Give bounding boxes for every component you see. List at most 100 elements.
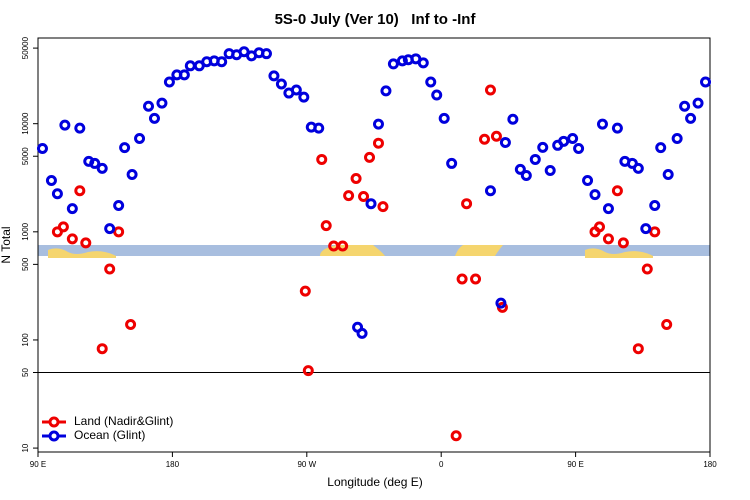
point bbox=[104, 223, 116, 235]
point bbox=[380, 85, 392, 97]
point bbox=[484, 84, 496, 96]
point bbox=[544, 165, 556, 177]
point bbox=[74, 122, 86, 134]
point bbox=[692, 97, 704, 109]
point bbox=[358, 191, 370, 203]
point bbox=[119, 142, 131, 154]
point bbox=[96, 343, 108, 355]
y-tick-label: 100 bbox=[21, 333, 30, 347]
point bbox=[671, 132, 683, 144]
point bbox=[104, 263, 116, 275]
point bbox=[537, 141, 549, 153]
point bbox=[57, 221, 69, 233]
point bbox=[163, 76, 175, 88]
point bbox=[302, 365, 314, 377]
point bbox=[520, 169, 532, 181]
point bbox=[59, 119, 71, 131]
chart-title: 5S-0 July (Ver 10) Inf to -Inf bbox=[275, 11, 477, 28]
point bbox=[80, 237, 92, 249]
point bbox=[356, 327, 368, 339]
point bbox=[490, 130, 502, 142]
point bbox=[260, 48, 272, 60]
land-shape bbox=[585, 248, 653, 258]
x-tick-label: 180 bbox=[166, 460, 180, 469]
point bbox=[649, 200, 661, 212]
y-tick-label: 10 bbox=[21, 443, 30, 452]
point bbox=[507, 113, 519, 125]
point bbox=[617, 237, 629, 249]
point bbox=[685, 112, 697, 124]
point bbox=[640, 223, 652, 235]
point bbox=[558, 135, 570, 147]
legend-label: Land (Nadir&Glint) bbox=[74, 414, 173, 428]
point bbox=[113, 200, 125, 212]
point bbox=[125, 318, 137, 330]
y-tick-label: 1000 bbox=[21, 222, 30, 240]
point bbox=[364, 151, 376, 163]
point bbox=[299, 285, 311, 297]
point bbox=[567, 132, 579, 144]
land-shape bbox=[455, 245, 503, 256]
point bbox=[499, 136, 511, 148]
point bbox=[593, 221, 605, 233]
point bbox=[582, 175, 594, 187]
point bbox=[611, 122, 623, 134]
point bbox=[573, 142, 585, 154]
point bbox=[377, 201, 389, 213]
point bbox=[495, 297, 507, 309]
point bbox=[431, 89, 443, 101]
point bbox=[470, 273, 482, 285]
x-tick-label: 0 bbox=[439, 460, 444, 469]
plot-frame bbox=[37, 37, 711, 453]
point bbox=[268, 70, 280, 82]
legend-label: Ocean (Glint) bbox=[74, 428, 145, 442]
point bbox=[679, 100, 691, 112]
point bbox=[350, 173, 362, 185]
point bbox=[66, 233, 78, 245]
point bbox=[134, 132, 146, 144]
y-tick-label: 500 bbox=[21, 257, 30, 271]
point bbox=[484, 185, 496, 197]
point bbox=[372, 118, 384, 130]
point bbox=[662, 168, 674, 180]
y-tick-label: 50000 bbox=[21, 36, 30, 59]
point bbox=[89, 157, 101, 169]
point bbox=[446, 157, 458, 169]
point bbox=[396, 55, 408, 67]
y-axis-label: N Total bbox=[0, 226, 13, 263]
y-tick-label: 10000 bbox=[21, 112, 30, 135]
point bbox=[113, 226, 125, 238]
point bbox=[148, 112, 160, 124]
point bbox=[178, 69, 190, 81]
point bbox=[372, 137, 384, 149]
point bbox=[337, 240, 349, 252]
point bbox=[456, 273, 468, 285]
point bbox=[461, 198, 473, 210]
point bbox=[298, 91, 310, 103]
point bbox=[589, 189, 601, 201]
map-strip bbox=[38, 245, 710, 258]
point bbox=[641, 263, 653, 275]
point bbox=[320, 220, 332, 232]
point bbox=[51, 188, 63, 200]
point bbox=[156, 97, 168, 109]
point bbox=[45, 175, 57, 187]
legend-marker bbox=[48, 430, 60, 442]
x-tick-label: 90 E bbox=[567, 460, 583, 469]
point bbox=[602, 203, 614, 215]
point bbox=[632, 343, 644, 355]
point bbox=[36, 142, 48, 154]
point bbox=[596, 118, 608, 130]
point bbox=[126, 168, 138, 180]
point bbox=[661, 318, 673, 330]
x-axis-label: Longitude (deg E) bbox=[327, 475, 422, 489]
point bbox=[143, 100, 155, 112]
point bbox=[290, 84, 302, 96]
point bbox=[365, 198, 377, 210]
point bbox=[275, 78, 287, 90]
point bbox=[514, 163, 526, 175]
point bbox=[184, 60, 196, 72]
point bbox=[387, 58, 399, 70]
point bbox=[700, 76, 712, 88]
